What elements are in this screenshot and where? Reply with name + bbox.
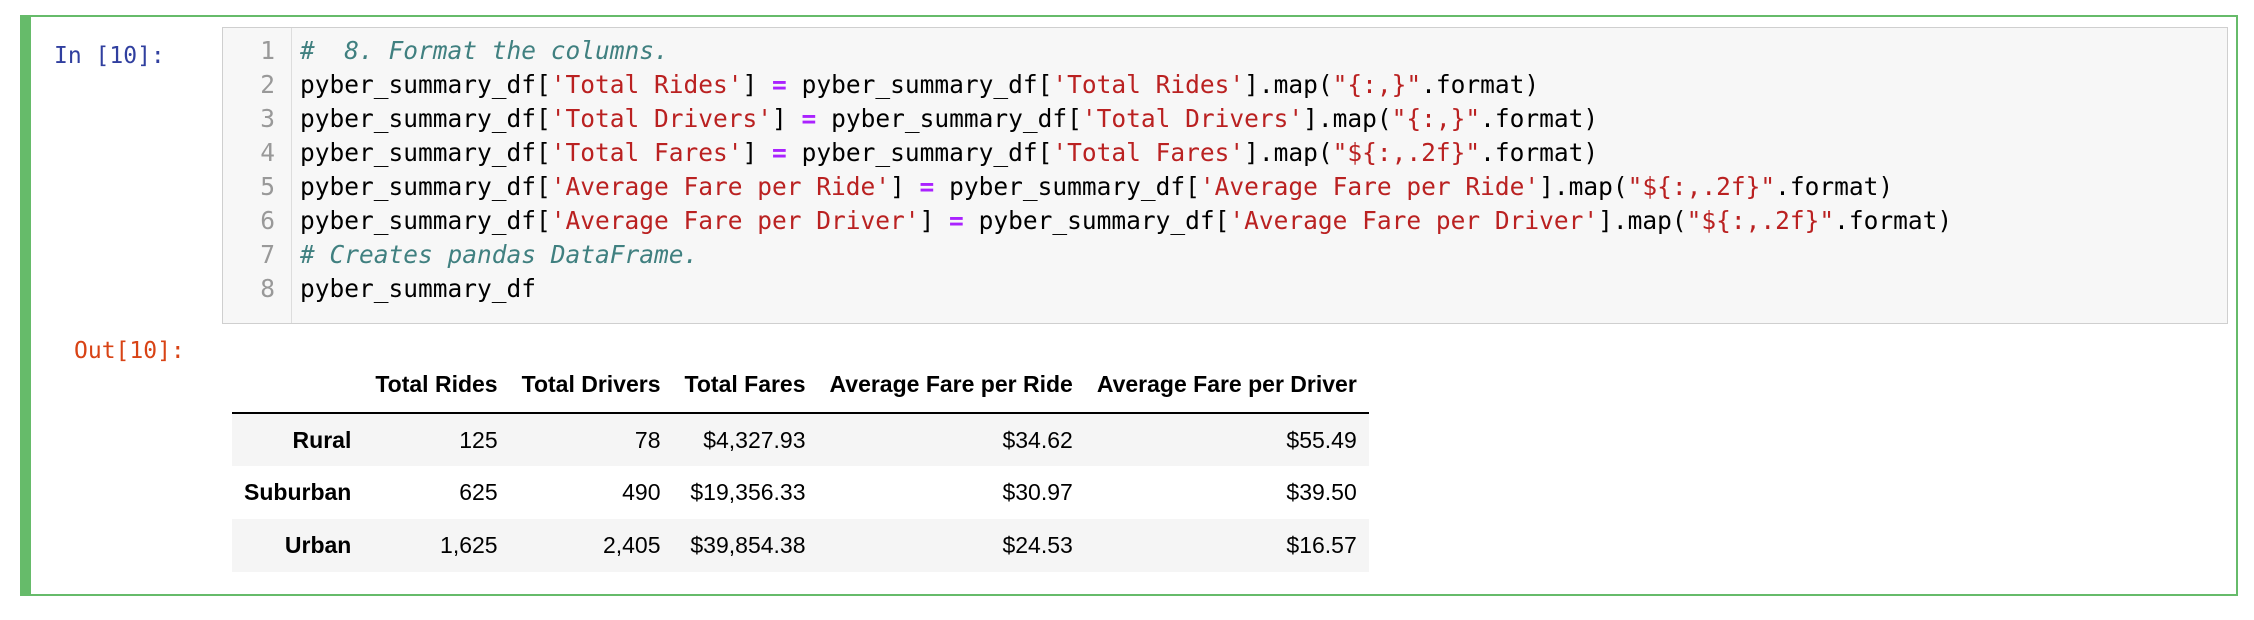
table-cell: 1,625 [440,532,498,558]
code-token-plain: ] [742,138,773,167]
column-header: Total Fares [672,357,818,414]
table-cell: 2,405 [602,532,661,558]
code-line[interactable]: pyber_summary_df['Total Fares'] = pyber_… [300,136,1598,170]
code-token-string: "${:,.2f}" [1627,172,1776,201]
table-cell: 125 [459,426,498,453]
column-header: Total Rides [363,357,510,414]
code-token-string: "{:,}" [1391,104,1481,133]
code-line[interactable]: pyber_summary_df['Total Rides'] = pyber_… [300,68,1539,102]
table-header-row: Total Rides Total Drivers Total Fares Av… [232,357,1369,414]
code-token-plain: pyber_summary_df[ [786,138,1053,167]
code-token-string: 'Total Rides' [550,70,743,99]
row-index: Suburban [244,479,352,505]
code-token-op: = [801,104,817,133]
code-token-plain: .format) [1480,104,1599,133]
row-index: Urban [284,532,352,558]
table-cell: $39,854.38 [690,532,806,558]
code-token-plain: ] [890,172,920,201]
code-token-plain: .format) [1480,138,1599,167]
table-cell: 625 [459,479,498,505]
code-token-string: 'Total Drivers' [550,104,773,133]
code-token-plain: pyber_summary_df[ [934,172,1200,201]
table-cell: $39.50 [1286,479,1357,505]
code-token-plain: .format) [1834,206,1953,235]
line-number: 6 [260,206,275,235]
output-prompt: Out[10]: [74,338,185,364]
column-header: Average Fare per Ride [817,357,1085,414]
column-header: Total Drivers [509,357,673,414]
output-area: Total Rides Total Drivers Total Fares Av… [232,357,1369,572]
code-token-plain: ].map( [1244,70,1333,99]
line-number: 2 [260,70,275,99]
table-row: Rural 125 78 $4,327.93 $34.62 $55.49 [232,413,1369,466]
row-index: Rural [292,426,352,453]
code-token-plain: ].map( [1244,138,1333,167]
code-token-plain: ] [919,206,950,235]
code-token-op: = [772,138,787,167]
line-number: 7 [260,240,275,269]
table-cell: 490 [622,479,661,505]
code-token-plain: pyber_summary_df[ [816,104,1082,133]
table-cell: $16.57 [1286,532,1357,558]
code-token-plain: .format) [1775,172,1894,201]
code-line[interactable]: # 8. Format the columns. [300,34,669,68]
line-number: 4 [260,138,275,167]
input-prompt: In [10]: [54,43,165,69]
table-cell: $55.49 [1286,426,1357,453]
code-line[interactable]: pyber_summary_df['Total Drivers'] = pybe… [300,102,1598,136]
code-token-plain: pyber_summary_df [300,274,537,303]
column-header: Average Fare per Driver [1084,357,1369,414]
code-token-plain: .format) [1421,70,1540,99]
code-token-comment: # Creates pandas DataFrame. [300,240,699,269]
table-cell: $34.62 [1002,426,1073,453]
code-token-plain: ].map( [1539,172,1628,201]
code-line[interactable]: pyber_summary_df [300,272,536,306]
code-token-op: = [949,206,964,235]
code-line[interactable]: pyber_summary_df['Average Fare per Drive… [300,204,1952,238]
dataframe-table: Total Rides Total Drivers Total Fares Av… [232,357,1369,572]
line-number: 8 [260,274,275,303]
table-row: Urban 1,625 2,405 $39,854.38 $24.53 $16.… [232,519,1369,572]
code-token-string: 'Total Fares' [550,138,743,167]
line-number: 3 [260,104,275,133]
code-token-plain: pyber_summary_df[ [300,70,551,99]
code-editor[interactable]: 1 2 3 4 5 6 7 8 # 8. Format the columns. pyber_s… [222,27,2228,324]
table-cell: $4,327.93 [703,426,806,453]
code-line[interactable]: pyber_summary_df['Average Fare per Ride'… [300,170,1893,204]
table-cell: $30.97 [1002,479,1073,505]
code-token-string: 'Average Fare per Ride' [1199,172,1540,201]
code-token-string: 'Average Fare per Driver' [1229,206,1599,235]
code-token-op: = [919,172,935,201]
code-token-comment: # 8. Format the columns. [300,36,669,65]
code-token-string: "${:,.2f}" [1686,206,1835,235]
code-token-plain: ].map( [1303,104,1392,133]
code-token-plain: ] [772,104,802,133]
table-cell: $24.53 [1002,532,1073,558]
index-header [232,357,364,414]
table-cell: $19,356.33 [690,479,806,505]
code-token-string: 'Total Fares' [1052,138,1245,167]
code-token-string: 'Average Fare per Driver' [550,206,920,235]
line-number: 1 [260,36,275,65]
code-token-plain: pyber_summary_df[ [786,70,1053,99]
code-token-string: 'Total Drivers' [1081,104,1304,133]
code-token-plain: ].map( [1598,206,1687,235]
table-row: Suburban 625 490 $19,356.33 $30.97 $39.5… [232,466,1369,519]
code-token-plain: pyber_summary_df[ [963,206,1230,235]
line-number-gutter: 1 2 3 4 5 6 7 8 [223,28,292,323]
code-token-plain: pyber_summary_df[ [300,104,551,133]
line-number: 5 [260,172,275,201]
code-token-string: "{:,}" [1332,70,1422,99]
code-token-string: 'Average Fare per Ride' [550,172,891,201]
code-token-string: "${:,.2f}" [1332,138,1481,167]
code-token-op: = [772,70,787,99]
code-line[interactable]: # Creates pandas DataFrame. [300,238,698,272]
code-token-plain: ] [742,70,773,99]
code-token-plain: pyber_summary_df[ [300,172,551,201]
code-token-plain: pyber_summary_df[ [300,206,551,235]
code-token-plain: pyber_summary_df[ [300,138,551,167]
code-token-string: 'Total Rides' [1052,70,1245,99]
table-cell: 78 [634,426,661,453]
